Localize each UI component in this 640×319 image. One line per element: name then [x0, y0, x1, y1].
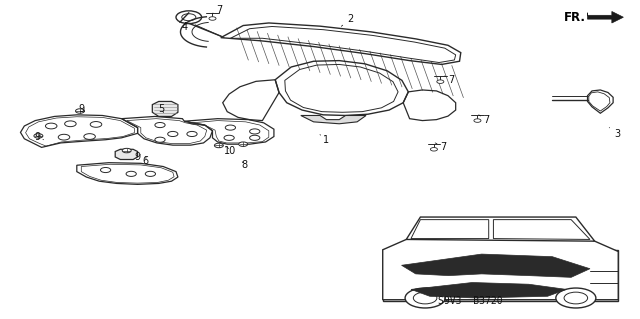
Circle shape: [436, 80, 444, 84]
Circle shape: [155, 137, 165, 142]
Text: 7: 7: [445, 75, 454, 85]
Text: 9: 9: [79, 104, 85, 114]
Circle shape: [209, 17, 216, 20]
Polygon shape: [115, 149, 138, 160]
Text: 9: 9: [34, 131, 44, 142]
Text: 5: 5: [158, 104, 164, 114]
Circle shape: [34, 134, 43, 138]
Circle shape: [239, 142, 248, 146]
Circle shape: [214, 143, 223, 148]
Text: 4: 4: [182, 22, 188, 32]
Circle shape: [126, 171, 136, 176]
Circle shape: [250, 129, 260, 134]
Circle shape: [564, 292, 588, 304]
Circle shape: [122, 148, 131, 153]
Circle shape: [182, 14, 196, 21]
Circle shape: [145, 171, 156, 176]
Circle shape: [225, 125, 236, 130]
Circle shape: [556, 288, 596, 308]
Circle shape: [90, 122, 102, 127]
Circle shape: [250, 135, 260, 140]
Polygon shape: [493, 219, 590, 240]
Circle shape: [58, 134, 70, 140]
Text: 7: 7: [212, 4, 222, 15]
Polygon shape: [401, 254, 590, 277]
Polygon shape: [152, 101, 178, 116]
Text: S9V3  B3720: S9V3 B3720: [438, 296, 502, 306]
Circle shape: [100, 167, 111, 173]
Text: FR.: FR.: [564, 11, 586, 24]
Text: 2: 2: [341, 13, 354, 26]
Circle shape: [155, 122, 165, 128]
Text: 7: 7: [435, 142, 446, 152]
Text: 9: 9: [134, 152, 141, 162]
Text: 7: 7: [479, 115, 490, 125]
Circle shape: [65, 121, 76, 127]
Polygon shape: [411, 283, 566, 298]
Circle shape: [224, 135, 234, 140]
Circle shape: [405, 288, 445, 308]
Circle shape: [45, 123, 57, 129]
Polygon shape: [411, 219, 489, 239]
Polygon shape: [406, 217, 595, 241]
Text: 8: 8: [241, 160, 248, 170]
Polygon shape: [588, 11, 623, 23]
Circle shape: [413, 292, 437, 304]
Polygon shape: [383, 231, 618, 300]
FancyBboxPatch shape: [383, 250, 618, 301]
Circle shape: [474, 119, 481, 122]
Text: 1: 1: [320, 135, 330, 145]
Circle shape: [176, 11, 202, 24]
Circle shape: [168, 131, 178, 137]
Text: 6: 6: [143, 156, 149, 167]
Circle shape: [84, 134, 95, 139]
Circle shape: [76, 109, 84, 113]
Text: 10: 10: [224, 145, 237, 156]
Polygon shape: [301, 115, 366, 124]
Text: 3: 3: [609, 128, 621, 139]
Circle shape: [431, 147, 438, 151]
Circle shape: [187, 131, 197, 137]
